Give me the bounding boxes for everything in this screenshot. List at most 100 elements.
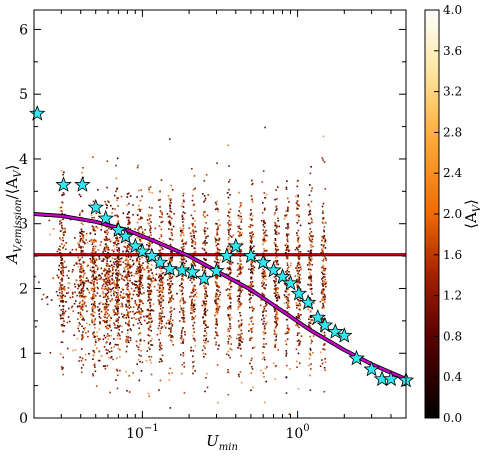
scatter-dot	[145, 315, 148, 317]
scatter-dot	[286, 331, 288, 333]
scatter-dot	[322, 296, 325, 298]
scatter-dot	[138, 305, 140, 308]
scatter-dot	[159, 320, 161, 323]
scatter-dot	[237, 214, 240, 217]
scatter-dot	[135, 344, 138, 347]
scatter-dot	[248, 285, 250, 287]
scatter-dot	[98, 256, 100, 258]
scatter-dot	[323, 230, 325, 233]
scatter-dot	[171, 256, 174, 259]
scatter-dot	[193, 310, 196, 313]
scatter-dot	[147, 392, 150, 395]
scatter-dot	[148, 287, 150, 289]
scatter-dot	[261, 318, 263, 321]
scatter-dot	[240, 329, 242, 332]
scatter-dot	[77, 242, 79, 244]
scatter-dot	[215, 308, 218, 311]
scatter-dot	[105, 246, 108, 248]
scatter-dot	[170, 258, 173, 260]
scatter-dot	[126, 345, 128, 348]
scatter-dot	[90, 287, 93, 290]
scatter-dot	[161, 354, 164, 357]
scatter-dot	[250, 263, 252, 266]
scatter-dot	[202, 212, 205, 215]
scatter-dot	[106, 364, 109, 367]
scatter-dot	[82, 290, 85, 292]
scatter-dot	[91, 307, 93, 309]
scatter-dot	[180, 246, 183, 249]
scatter-dot	[217, 208, 219, 211]
scatter-dot	[141, 274, 144, 277]
scatter-dot	[137, 287, 139, 289]
scatter-dot	[227, 248, 230, 251]
scatter-dot	[138, 319, 141, 322]
scatter-dot	[114, 208, 116, 210]
scatter-dot	[136, 363, 138, 365]
scatter-dot	[249, 317, 252, 320]
scatter-dot	[139, 271, 142, 274]
scatter-dot	[69, 296, 72, 299]
scatter-dot	[308, 357, 311, 360]
scatter-dot	[93, 331, 95, 333]
scatter-dot	[239, 270, 241, 272]
scatter-dot	[92, 200, 95, 203]
scatter-dot	[83, 329, 86, 331]
scatter-dot	[296, 200, 299, 202]
scatter-dot	[148, 245, 150, 247]
scatter-dot	[148, 346, 150, 349]
scatter-dot	[105, 294, 107, 297]
scatter-dot	[91, 296, 94, 298]
scatter-dot	[308, 236, 310, 238]
scatter-dot	[135, 270, 138, 273]
scatter-dot	[275, 335, 277, 338]
scatter-dot	[149, 317, 151, 320]
scatter-dot	[80, 288, 83, 291]
scatter-dot	[204, 353, 207, 355]
scatter-dot	[75, 300, 77, 302]
scatter-dot	[165, 322, 168, 325]
colorbar-title: ⟨AV⟩	[462, 199, 483, 229]
scatter-dot	[136, 221, 139, 224]
scatter-dot	[285, 188, 288, 190]
scatter-dot	[147, 309, 150, 311]
scatter-dot	[287, 294, 290, 296]
scatter-dot	[142, 302, 144, 305]
scatter-dot	[251, 272, 254, 274]
scatter-dot	[311, 340, 313, 343]
star-marker	[309, 308, 326, 325]
scatter-dot	[79, 316, 82, 318]
scatter-dot	[139, 239, 141, 242]
scatter-dot	[194, 293, 196, 296]
scatter-dot	[78, 262, 81, 265]
scatter-dot	[227, 354, 230, 357]
scatter-dot	[289, 368, 291, 370]
scatter-dot	[228, 317, 231, 319]
scatter-dot	[229, 297, 231, 299]
scatter-dot	[105, 272, 108, 275]
scatter-dot	[237, 306, 240, 308]
scatter-dot	[112, 286, 115, 289]
scatter-dot	[181, 364, 184, 366]
scatter-dot	[94, 305, 97, 307]
scatter-dot	[310, 255, 312, 258]
scatter-dot	[105, 256, 108, 259]
scatter-dot	[321, 157, 324, 159]
scatter-dot	[214, 201, 217, 204]
scatter-dot	[263, 320, 265, 323]
scatter-dot	[159, 332, 162, 335]
scatter-dot	[105, 238, 108, 241]
scatter-dot	[241, 332, 243, 335]
scatter-dot	[324, 358, 326, 360]
scatter-dot	[125, 322, 127, 324]
scatter-dot	[239, 293, 241, 295]
scatter-dot	[262, 284, 265, 286]
scatter-dot	[181, 215, 184, 218]
scatter-dot	[171, 189, 174, 191]
scatter-dot	[69, 251, 72, 254]
scatter-dot	[297, 205, 300, 207]
scatter-dot	[274, 346, 277, 348]
scatter-dot	[219, 259, 221, 261]
scatter-dot	[192, 306, 195, 308]
scatter-dot	[321, 283, 324, 286]
scatter-dot	[216, 234, 218, 237]
